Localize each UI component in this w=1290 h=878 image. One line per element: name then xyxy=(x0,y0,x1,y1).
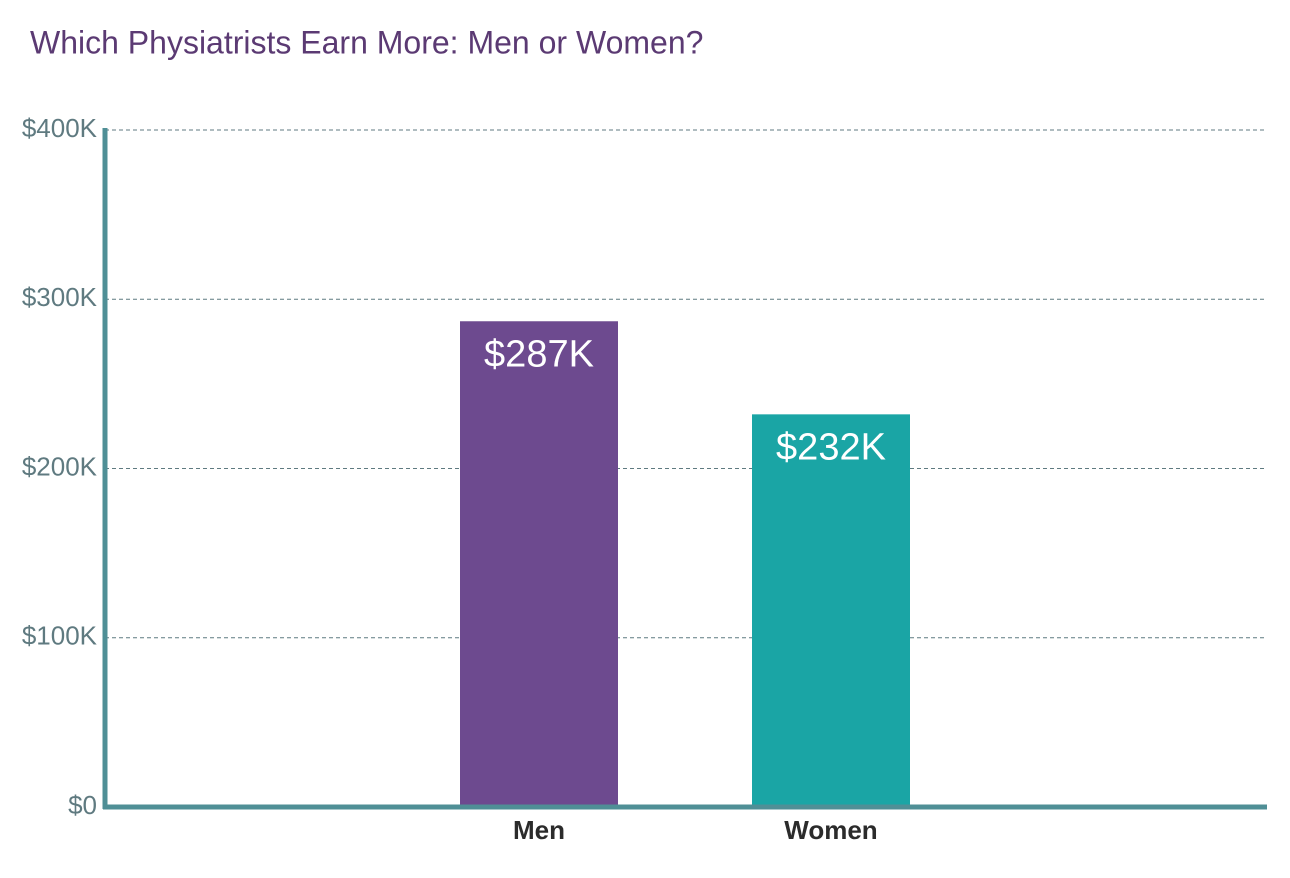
y-tick-label: $100K xyxy=(22,621,98,651)
chart-title: Which Physiatrists Earn More: Men or Wom… xyxy=(30,24,703,60)
bar xyxy=(460,321,618,807)
value-label: $287K xyxy=(484,333,594,375)
y-tick-label: $200K xyxy=(22,451,98,481)
bar xyxy=(752,414,910,807)
value-label: $232K xyxy=(776,426,886,468)
x-tick-label: Men xyxy=(513,815,565,845)
y-tick-label: $300K xyxy=(22,282,98,312)
x-tick-label: Women xyxy=(784,815,877,845)
y-tick-label: $0 xyxy=(68,790,97,820)
y-tick-label: $400K xyxy=(22,113,98,143)
